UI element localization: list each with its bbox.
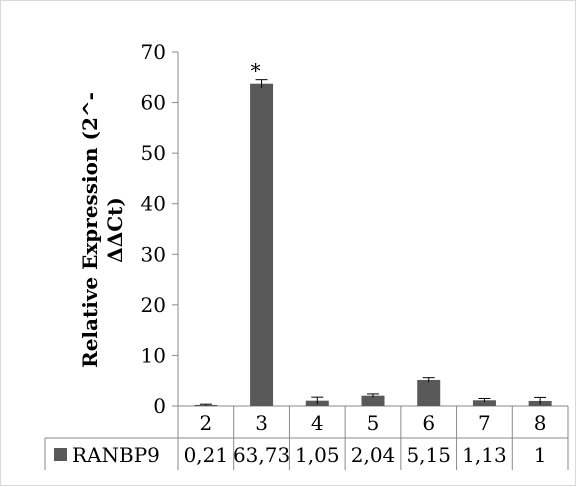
data-table-value: 1 bbox=[534, 443, 547, 467]
x-category-label: 8 bbox=[534, 411, 547, 435]
data-table-value: 2,04 bbox=[351, 443, 396, 467]
data-table-value: 63,73 bbox=[233, 443, 290, 467]
data-table: 2 0,21 3 63,73 4 1,05 5 2,04 6 5,15 7 1,13 8 1 RANBP9 bbox=[54, 411, 547, 467]
bars: * bbox=[194, 59, 552, 406]
y-tick-label: 10 bbox=[141, 343, 166, 367]
y-tick-label: 0 bbox=[153, 394, 166, 418]
x-category-label: 5 bbox=[367, 411, 380, 435]
legend-label-RANBP9: RANBP9 bbox=[72, 443, 160, 467]
x-category-label: 4 bbox=[311, 411, 324, 435]
data-table-value: 1,05 bbox=[295, 443, 340, 467]
y-tick-label: 50 bbox=[141, 141, 166, 165]
x-category-label: 6 bbox=[422, 411, 435, 435]
legend-swatch-RANBP9 bbox=[54, 448, 67, 461]
bar-7 bbox=[472, 400, 496, 406]
y-tick-label: 30 bbox=[141, 242, 166, 266]
y-axis-label-line-2: ΔΔCt) bbox=[103, 197, 127, 263]
x-category-label: 7 bbox=[478, 411, 491, 435]
bar-6 bbox=[417, 379, 441, 406]
y-axis-label: Relative Expression (2^- ΔΔCt) bbox=[78, 92, 127, 368]
y-tick-label: 60 bbox=[141, 91, 166, 115]
data-table-value: 1,13 bbox=[462, 443, 507, 467]
significance-marker: * bbox=[251, 59, 261, 83]
data-table-value: 0,21 bbox=[184, 443, 229, 467]
y-axis-ticks: 0 10 20 30 40 50 60 70 bbox=[141, 40, 178, 418]
y-tick-label: 70 bbox=[141, 40, 166, 64]
x-category-label: 2 bbox=[199, 411, 212, 435]
data-table-value: 5,15 bbox=[406, 443, 451, 467]
bar-3 bbox=[250, 83, 274, 406]
x-category-label: 3 bbox=[255, 411, 268, 435]
table-grid bbox=[44, 52, 569, 470]
bar-5 bbox=[361, 395, 385, 406]
y-tick-label: 40 bbox=[141, 192, 166, 216]
y-axis-label-line-1: Relative Expression (2^- bbox=[78, 92, 102, 368]
y-tick-label: 20 bbox=[141, 293, 166, 317]
